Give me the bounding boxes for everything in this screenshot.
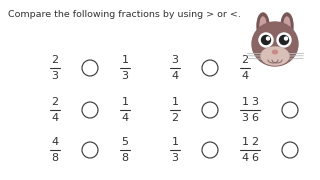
- Text: 2: 2: [252, 137, 259, 147]
- Text: 4: 4: [241, 153, 249, 163]
- Text: 1: 1: [242, 137, 249, 147]
- Text: 3: 3: [122, 71, 129, 81]
- Text: 3: 3: [52, 71, 59, 81]
- Text: 4: 4: [52, 113, 59, 123]
- Text: 1: 1: [242, 97, 249, 107]
- Ellipse shape: [261, 47, 289, 65]
- Text: 1: 1: [172, 97, 179, 107]
- Text: 3: 3: [172, 153, 179, 163]
- Circle shape: [267, 37, 269, 40]
- Text: 4: 4: [121, 113, 129, 123]
- Text: 8: 8: [52, 153, 59, 163]
- Ellipse shape: [281, 13, 293, 39]
- Ellipse shape: [260, 17, 266, 35]
- Text: 3: 3: [252, 97, 259, 107]
- Ellipse shape: [284, 17, 290, 35]
- Text: 3: 3: [242, 113, 249, 123]
- Ellipse shape: [273, 50, 277, 54]
- Text: 4: 4: [52, 137, 59, 147]
- Text: 1: 1: [172, 137, 179, 147]
- Text: 2: 2: [52, 55, 59, 65]
- Text: 4: 4: [172, 71, 179, 81]
- Text: 4: 4: [241, 71, 249, 81]
- Circle shape: [259, 33, 273, 47]
- Ellipse shape: [257, 13, 269, 39]
- Text: 1: 1: [122, 55, 129, 65]
- Text: 2: 2: [52, 97, 59, 107]
- Circle shape: [261, 35, 270, 44]
- Text: 5: 5: [122, 137, 129, 147]
- Circle shape: [279, 35, 289, 44]
- Ellipse shape: [252, 22, 298, 66]
- Text: 1: 1: [122, 97, 129, 107]
- Text: 3: 3: [172, 55, 179, 65]
- Text: 2: 2: [172, 113, 179, 123]
- Text: Compare the following fractions by using > or <.: Compare the following fractions by using…: [8, 10, 241, 19]
- Circle shape: [284, 37, 287, 40]
- Circle shape: [277, 33, 291, 47]
- Text: 6: 6: [252, 153, 259, 163]
- Text: 2: 2: [241, 55, 249, 65]
- Text: 6: 6: [252, 113, 259, 123]
- Text: 8: 8: [121, 153, 129, 163]
